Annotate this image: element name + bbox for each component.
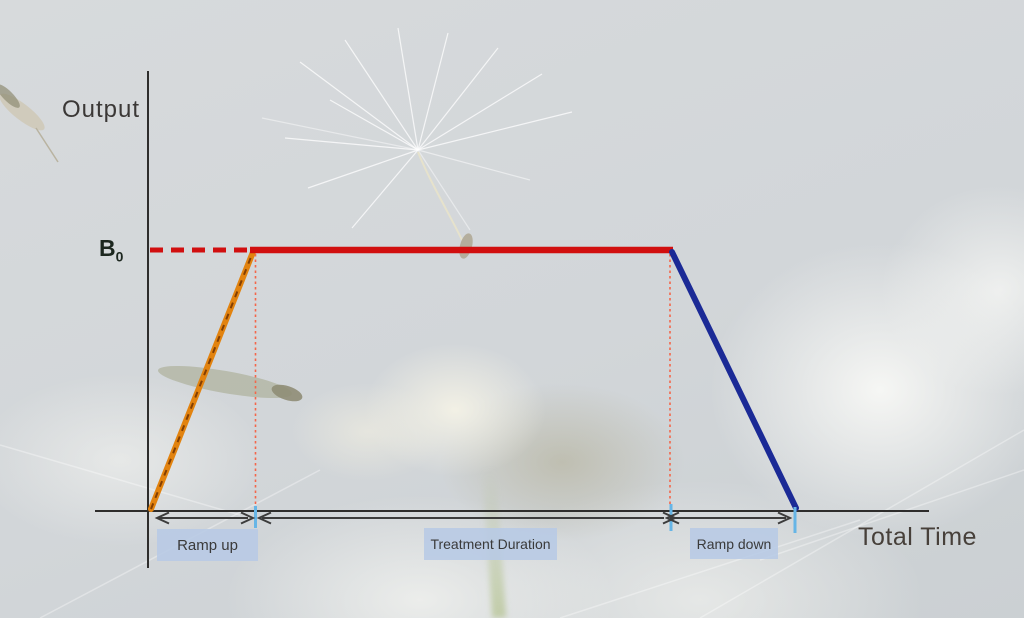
b0-subscript: 0 bbox=[115, 248, 124, 265]
ramp-up-arrowhead-left bbox=[154, 511, 170, 525]
ramp-down-arrowhead-left bbox=[664, 511, 680, 525]
ramp-up-arrowhead-right bbox=[240, 511, 256, 525]
floating-seed bbox=[261, 27, 573, 241]
ramp-down-annotation: Ramp down bbox=[690, 528, 778, 559]
left-edge-seeds bbox=[0, 84, 59, 163]
x-axis-label: Total Time bbox=[858, 523, 977, 551]
y-axis-label: Output bbox=[62, 96, 141, 123]
b0-level-label: B0 bbox=[99, 235, 123, 265]
ramp-up-annotation: Ramp up bbox=[157, 529, 258, 561]
treatment-duration-annotation: Treatment Duration bbox=[424, 528, 557, 560]
dimension-arrows bbox=[154, 511, 793, 525]
ramp-up-line-core bbox=[150, 251, 254, 510]
ramp-down-line bbox=[669, 249, 799, 511]
ramp-down-arrowhead-right bbox=[777, 511, 793, 525]
drifting-seed-mid-left bbox=[158, 365, 303, 402]
treatment-arrowhead-left bbox=[256, 511, 272, 525]
b0-base: B bbox=[99, 235, 116, 261]
